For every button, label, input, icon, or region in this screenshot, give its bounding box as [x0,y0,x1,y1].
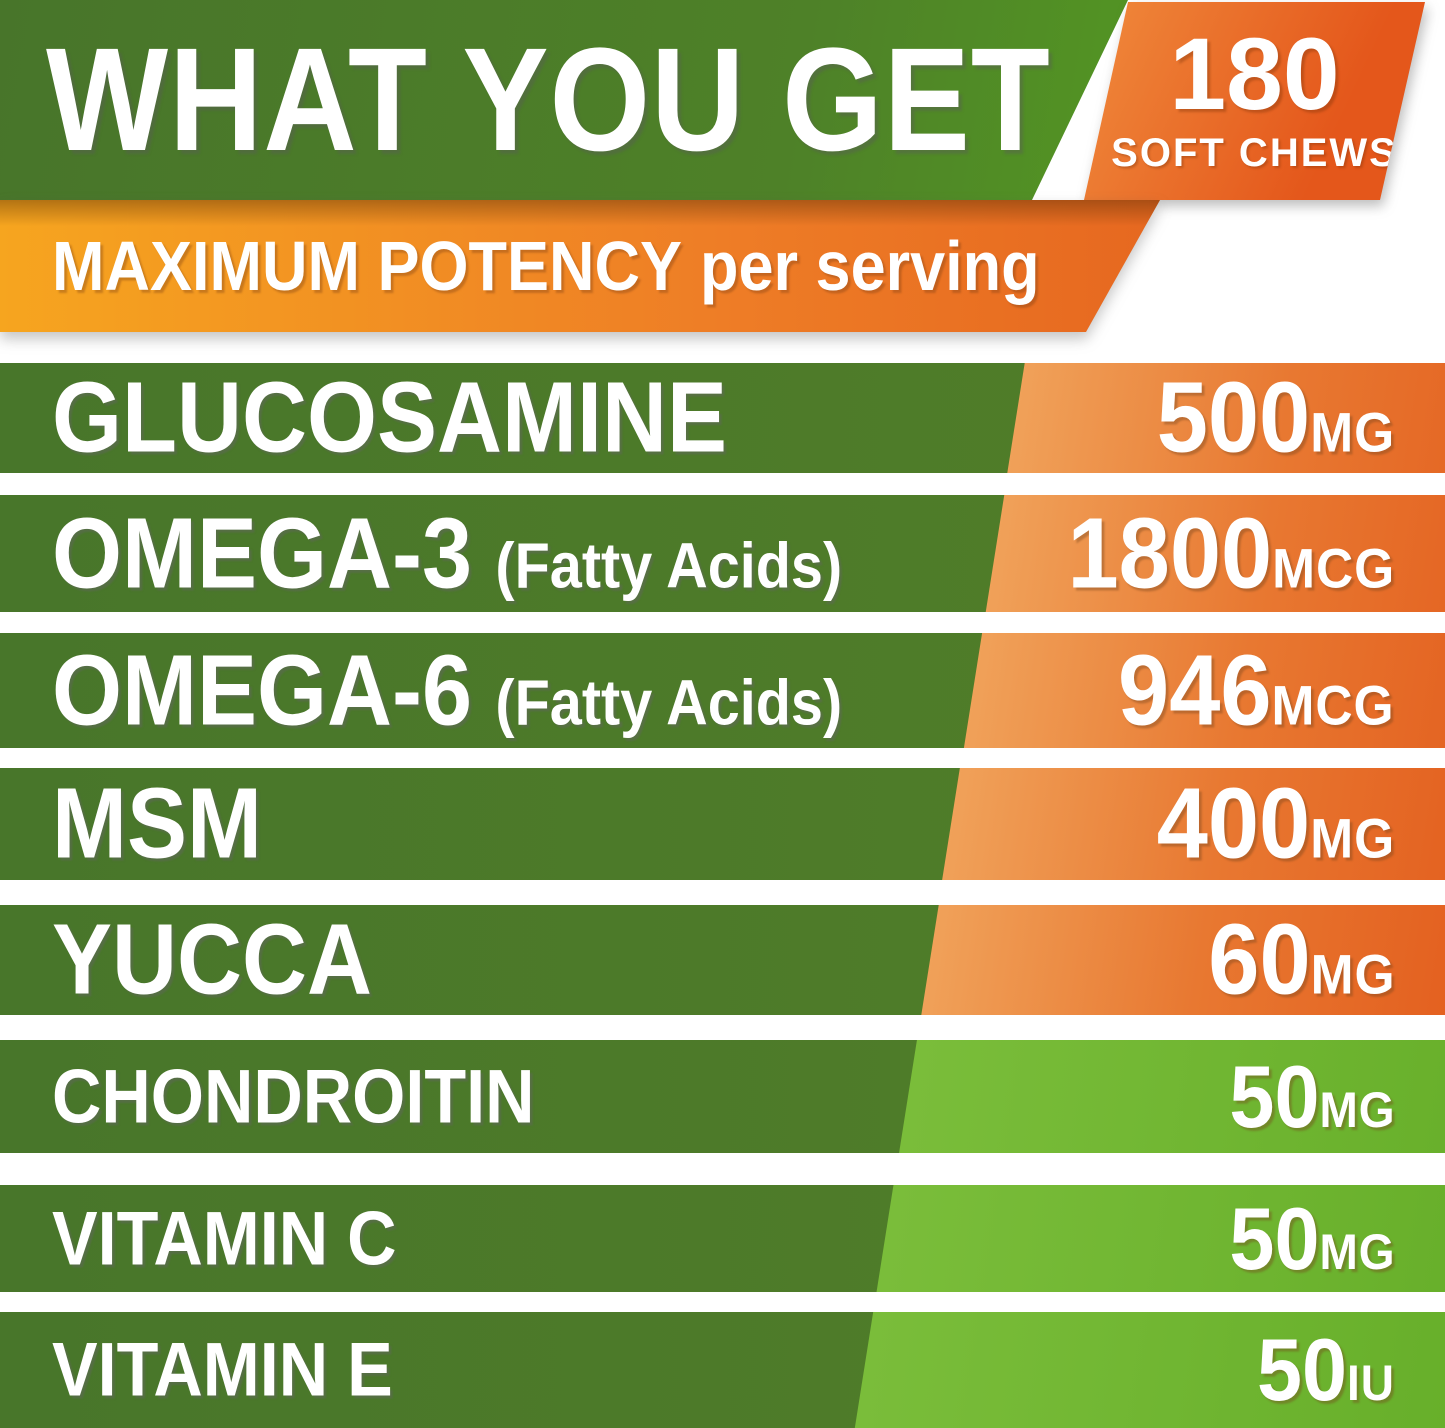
potency-text: MAXIMUM POTENCY per serving [52,226,1040,306]
ingredient-name: GLUCOSAMINE [52,363,727,473]
ingredient-name: MSM [52,768,262,880]
potency-ribbon: MAXIMUM POTENCY per serving [0,200,1160,332]
table-row: VITAMIN E 50IU [0,1312,1445,1428]
table-row: CHONDROITIN 50MG [0,1040,1445,1153]
potency-bold: MAXIMUM POTENCY [52,227,682,305]
ingredient-amount: 50MG [1228,1046,1395,1146]
ingredient-name: OMEGA-3 (Fatty Acids) [52,497,843,609]
page-title: WHAT YOU GET [46,17,1051,182]
ingredient-name: CHONDROITIN [52,1054,535,1139]
ingredient-amount: 500MG [1156,363,1395,473]
ingredient-amount: 946MCG [1118,634,1395,746]
ingredient-amount: 1800MCG [1067,497,1395,609]
table-row: OMEGA-6 (Fatty Acids) 946MCG [0,633,1445,748]
table-row: MSM 400MG [0,768,1445,880]
table-row: YUCCA 60MG [0,905,1445,1015]
table-row: VITAMIN C 50MG [0,1185,1445,1292]
ingredient-name: YUCCA [52,905,373,1015]
table-row: GLUCOSAMINE 500MG [0,363,1445,473]
ingredient-amount: 50MG [1228,1188,1395,1288]
table-row: OMEGA-3 (Fatty Acids) 1800MCG [0,495,1445,612]
ingredient-name: OMEGA-6 (Fatty Acids) [52,634,843,746]
ingredient-amount: 50IU [1257,1320,1395,1419]
chews-badge: 180 SOFT CHEWS [1084,2,1425,200]
ingredient-amount: 60MG [1207,905,1395,1015]
ingredient-amount: 400MG [1156,768,1395,880]
chews-label: SOFT CHEWS [1111,130,1398,175]
chews-count: 180 [1169,17,1340,132]
potency-regular: per serving [700,227,1040,305]
ingredient-name: VITAMIN C [52,1196,397,1281]
ingredient-name: VITAMIN E [52,1327,393,1413]
header-banner: WHAT YOU GET [0,0,1128,200]
